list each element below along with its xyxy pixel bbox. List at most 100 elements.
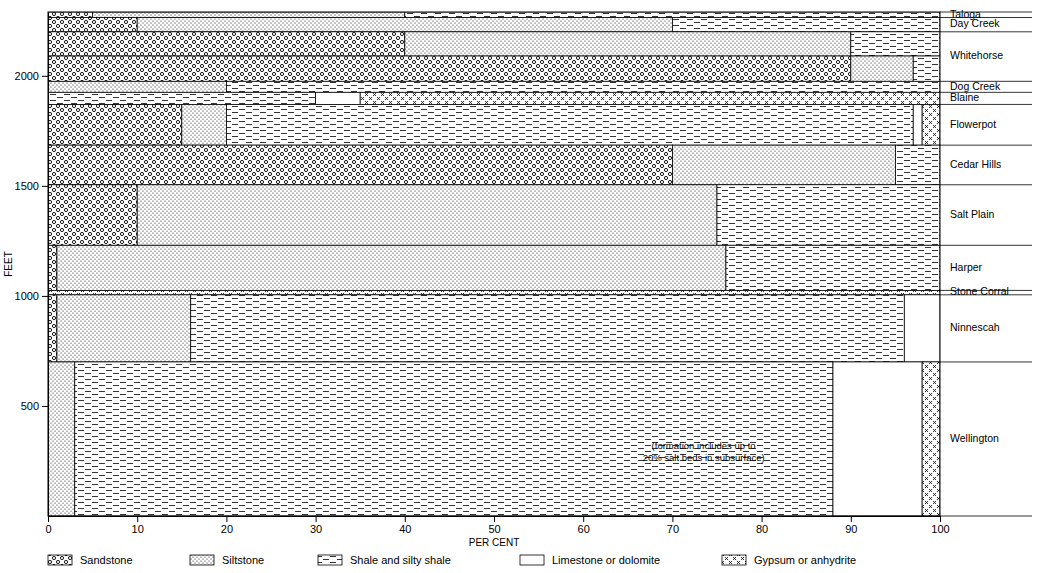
tick-mark: [405, 516, 406, 522]
legend-swatch: [520, 555, 544, 565]
formation-label: Flowerpot: [950, 118, 996, 130]
tick-label: 70: [667, 523, 679, 535]
tick-mark: [851, 516, 852, 522]
segment: [851, 56, 913, 81]
segment: [93, 12, 405, 18]
segment: [48, 290, 940, 294]
tick: 50: [488, 516, 500, 535]
tick: 1000: [15, 290, 48, 302]
segment: [360, 92, 940, 104]
legend-label: Limestone or dolomite: [552, 554, 660, 566]
segment: [137, 185, 717, 246]
tick-label: 20: [221, 523, 233, 535]
formation-label: Blaine: [950, 91, 979, 103]
segment: [913, 104, 922, 145]
tick-mark: [940, 516, 941, 522]
annotation: (formation includes up to: [652, 440, 756, 451]
segment: [922, 362, 940, 516]
boundary: [940, 516, 1032, 517]
bars: [48, 12, 940, 516]
legend-swatch: [318, 555, 342, 565]
legend: Sandstone Siltstone Shale and silty shale L…: [48, 554, 856, 566]
formation-label: Wellington: [950, 432, 999, 444]
formation-label: Harper: [950, 261, 983, 273]
legend-label: Siltstone: [222, 554, 264, 566]
segment: [48, 245, 57, 290]
boundary: [940, 31, 1032, 32]
segment: [75, 362, 833, 516]
segment: [48, 295, 57, 362]
segment: [904, 295, 940, 362]
segment: [191, 295, 905, 362]
legend-swatch: [190, 555, 214, 565]
tick-mark: [48, 516, 49, 522]
tick-mark: [762, 516, 763, 522]
segment: [226, 104, 913, 145]
tick-mark: [42, 76, 48, 77]
boundary: [940, 145, 1032, 146]
segment: [48, 145, 672, 185]
boundary: [940, 184, 1032, 185]
tick-label: 40: [399, 523, 411, 535]
tick: 70: [667, 516, 679, 535]
segment: [672, 145, 895, 185]
boundary: [940, 294, 1032, 295]
segment: [137, 18, 672, 32]
segment: [405, 32, 851, 56]
tick: 0: [45, 516, 51, 535]
segment: [922, 104, 940, 145]
tick: 30: [310, 516, 322, 535]
segment: [48, 81, 226, 92]
x-title: PER CENT: [469, 537, 520, 548]
segment: [48, 92, 316, 104]
tick-label: 50: [488, 523, 500, 535]
formation-label: Whitehorse: [950, 49, 1003, 61]
legend-swatch: [722, 555, 746, 565]
tick-label: 1000: [15, 290, 39, 302]
legend-label: Shale and silty shale: [350, 554, 451, 566]
tick-label: 10: [132, 523, 144, 535]
tick: 80: [756, 516, 768, 535]
tick-label: 30: [310, 523, 322, 535]
tick: 100: [931, 516, 949, 535]
segment: [316, 92, 361, 104]
tick: 60: [578, 516, 590, 535]
segment: [726, 245, 940, 290]
formation-label: Dog Creek: [950, 80, 1001, 92]
boundary: [940, 104, 1032, 105]
segment: [182, 104, 227, 145]
segment: [48, 362, 75, 516]
tick-label: 100: [931, 523, 949, 535]
legend-label: Sandstone: [80, 554, 133, 566]
tick-mark: [137, 516, 138, 522]
segment: [717, 185, 940, 246]
formation-label: Stone Corral: [950, 285, 1009, 297]
legend-label: Gypsum or anhydrite: [754, 554, 856, 566]
formation-label: Day Creek: [950, 17, 1000, 29]
tick-label: 90: [845, 523, 857, 535]
tick-mark: [494, 516, 495, 522]
segment: [833, 362, 922, 516]
formation-label: Cedar Hills: [950, 158, 1001, 170]
tick-label: 0: [45, 523, 51, 535]
segment: [48, 12, 93, 18]
legend-swatch: [48, 555, 72, 565]
tick-label: 80: [756, 523, 768, 535]
tick: 1500: [15, 180, 48, 192]
chart: 0102030405060708090100500100015002000PER…: [0, 0, 1040, 573]
boundary: [940, 245, 1032, 246]
axis-line: [48, 13, 49, 517]
y-title: FEET: [3, 251, 14, 277]
segment: [57, 245, 726, 290]
segment: [672, 18, 940, 32]
frame: [48, 12, 940, 516]
tick-label: 1500: [15, 180, 39, 192]
segment: [48, 104, 182, 145]
tick-mark: [42, 296, 48, 297]
boundary: [940, 361, 1032, 362]
tick-label: 500: [21, 400, 39, 412]
segment: [48, 32, 405, 56]
segment: [226, 81, 940, 92]
tick-mark: [583, 516, 584, 522]
tick-mark: [226, 516, 227, 522]
